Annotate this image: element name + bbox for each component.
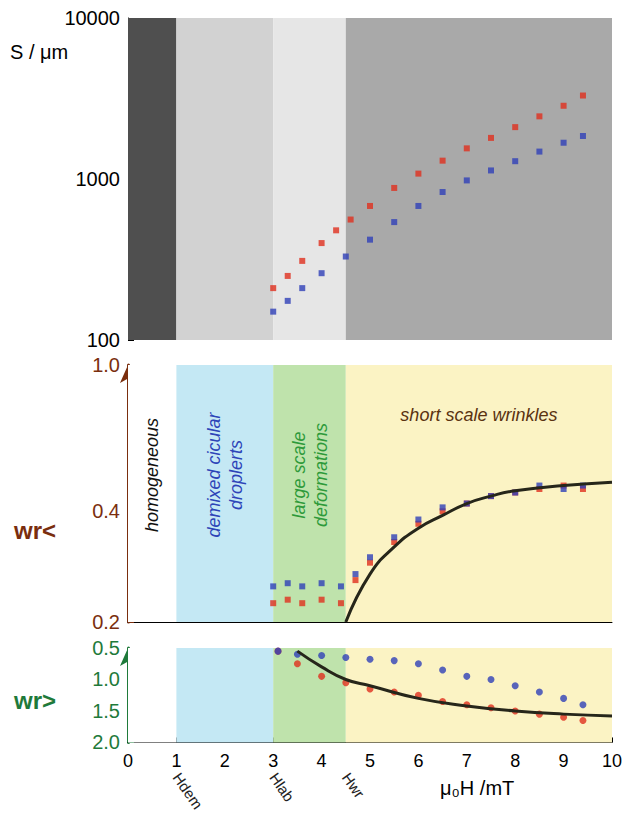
svg-text:3: 3 (268, 751, 278, 771)
svg-text:homogeneous: homogeneous (142, 418, 162, 532)
svg-text:7: 7 (462, 751, 472, 771)
svg-text:Hwr: Hwr (339, 770, 368, 802)
svg-text:0.2: 0.2 (92, 611, 120, 633)
svg-text:droplerts: droplerts (226, 440, 246, 510)
svg-text:100: 100 (87, 329, 120, 351)
svg-text:2: 2 (220, 751, 230, 771)
svg-text:5: 5 (365, 751, 375, 771)
svg-text:1: 1 (171, 751, 181, 771)
svg-text:6: 6 (413, 751, 423, 771)
svg-text:0.5: 0.5 (92, 637, 120, 659)
svg-text:1.5: 1.5 (92, 700, 120, 722)
svg-text:0: 0 (123, 751, 133, 771)
svg-text:8: 8 (510, 751, 520, 771)
svg-text:demixed cicular: demixed cicular (204, 411, 224, 537)
svg-text:1.0: 1.0 (92, 668, 120, 690)
svg-text:10: 10 (602, 751, 622, 771)
svg-text:large scale: large scale (289, 431, 309, 518)
svg-text:short scale wrinkles: short scale wrinkles (400, 405, 557, 425)
svg-text:μ₀H /mT: μ₀H /mT (440, 777, 514, 799)
svg-text:wr<: wr< (13, 517, 56, 544)
svg-text:1.0: 1.0 (92, 354, 120, 376)
svg-text:Hlab: Hlab (266, 770, 298, 805)
svg-text:wr>: wr> (13, 687, 56, 714)
svg-text:1000: 1000 (76, 168, 121, 190)
svg-text:10000: 10000 (64, 7, 120, 29)
svg-text:deformations: deformations (311, 423, 331, 527)
svg-text:9: 9 (559, 751, 569, 771)
svg-text:0.4: 0.4 (92, 500, 120, 522)
svg-text:S / μm: S / μm (10, 41, 68, 63)
svg-text:2.0: 2.0 (92, 731, 120, 753)
svg-text:Hdem: Hdem (169, 770, 206, 813)
svg-text:4: 4 (317, 751, 327, 771)
